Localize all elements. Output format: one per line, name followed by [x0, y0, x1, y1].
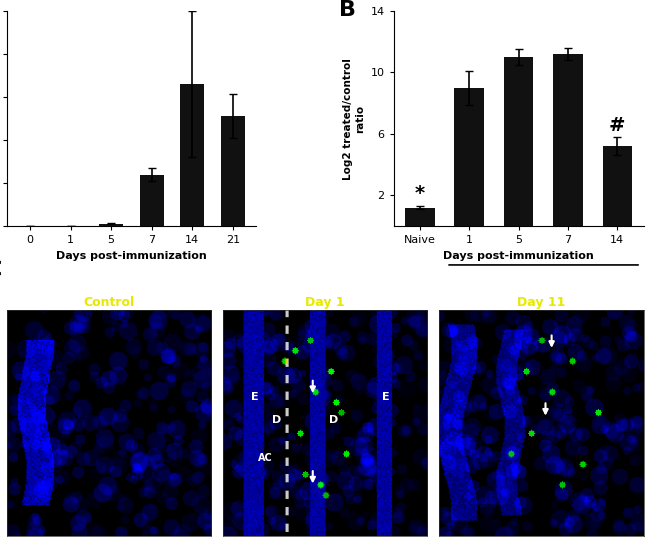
Title: Day 1: Day 1 [306, 296, 345, 309]
Bar [454, 88, 484, 226]
Y-axis label: Log2 treated/control
ratio: Log2 treated/control ratio [343, 57, 365, 179]
Title: Day 11: Day 11 [517, 296, 566, 309]
Text: B: B [339, 0, 356, 20]
X-axis label: Days post-immunization: Days post-immunization [443, 251, 594, 261]
Bar [180, 84, 204, 226]
Text: E: E [252, 392, 259, 403]
Text: AC: AC [257, 453, 272, 463]
Text: D: D [329, 415, 339, 425]
Bar [405, 208, 435, 226]
Text: #: # [609, 117, 625, 136]
Bar [99, 224, 124, 226]
Title: Control: Control [83, 296, 134, 309]
Bar [504, 57, 534, 226]
Text: C: C [0, 260, 3, 280]
Text: D: D [272, 415, 281, 425]
Bar [603, 146, 632, 226]
Bar [140, 174, 164, 226]
Text: E: E [382, 392, 390, 403]
Bar [553, 54, 583, 226]
X-axis label: Days post-immunization: Days post-immunization [56, 251, 207, 261]
Bar [220, 116, 245, 226]
Text: *: * [415, 184, 425, 203]
